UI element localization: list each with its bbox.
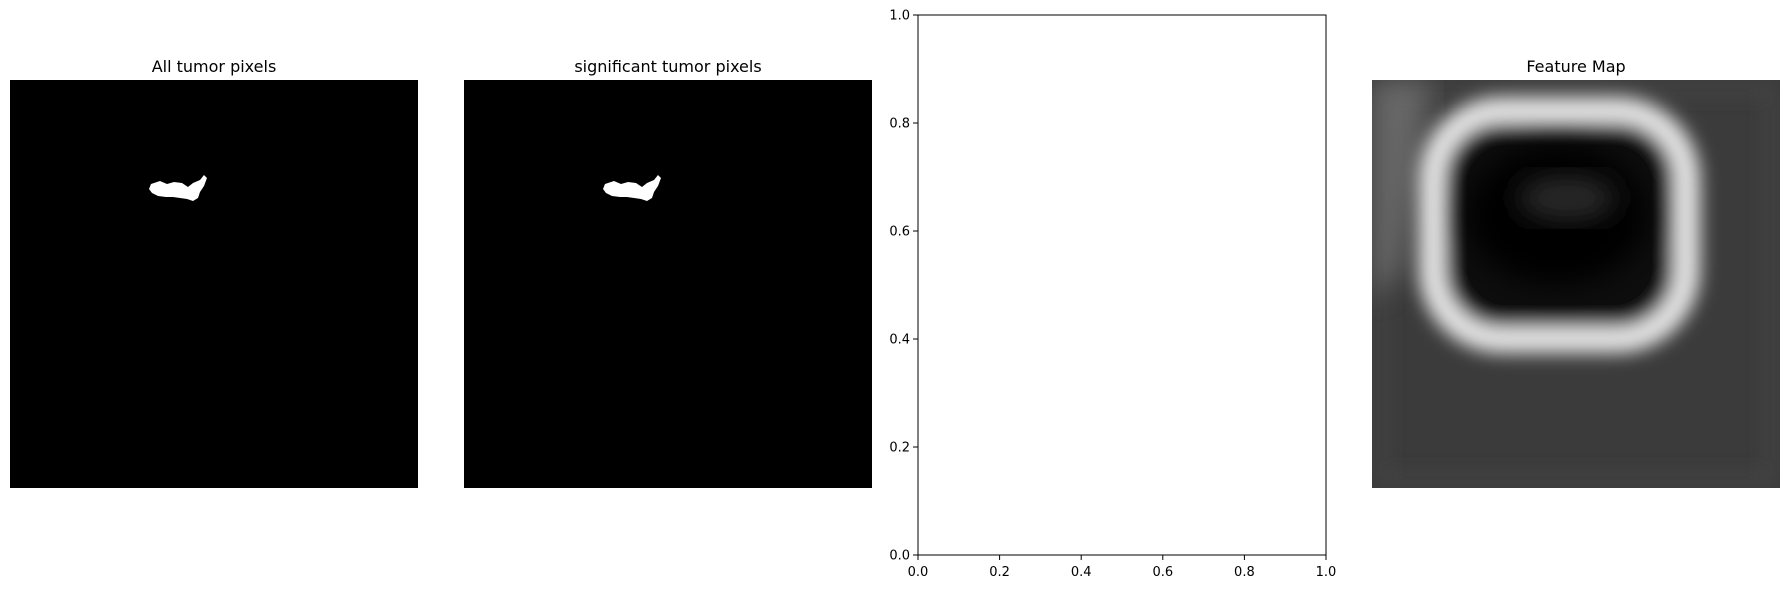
axes-frame <box>917 14 1327 556</box>
feature-map-core-texture <box>1517 176 1617 220</box>
y-tick-label: 0.8 <box>889 117 910 132</box>
feature-map-svg <box>1372 80 1780 488</box>
x-tick-label: 0.6 <box>1152 565 1173 580</box>
y-tick-label: 0.4 <box>889 333 910 348</box>
x-tick-label: 0.8 <box>1234 565 1255 580</box>
tumor-blob <box>149 175 207 201</box>
x-tick-label: 1.0 <box>1316 565 1337 580</box>
feature-map-image <box>1372 80 1780 488</box>
all-tumor-pixels-image <box>10 80 418 488</box>
tumor-blob <box>603 175 661 201</box>
empty-axes-chart: 0.0 0.2 0.4 0.6 0.8 1.0 0.0 0.2 0.4 0.6 0.8 1.0 <box>889 9 1337 581</box>
panel-title-significant-tumor: significant tumor pixels <box>574 57 762 76</box>
x-tick-label: 0.4 <box>1071 565 1092 580</box>
significant-mask-svg <box>603 175 661 201</box>
x-tick-label: 0.2 <box>989 565 1010 580</box>
y-tick-label: 0.0 <box>889 549 910 564</box>
tumor-mask-svg <box>149 175 207 201</box>
x-tick-label: 0.0 <box>908 565 929 580</box>
significant-tumor-pixels-image <box>464 80 872 488</box>
y-tick-label: 0.6 <box>889 225 910 240</box>
y-tick-label: 1.0 <box>889 9 910 24</box>
panel-title-feature-map: Feature Map <box>1526 57 1626 76</box>
y-tick-label: 0.2 <box>889 441 910 456</box>
feature-map-left-glow <box>1372 80 1432 300</box>
panel-title-all-tumor: All tumor pixels <box>151 57 277 76</box>
